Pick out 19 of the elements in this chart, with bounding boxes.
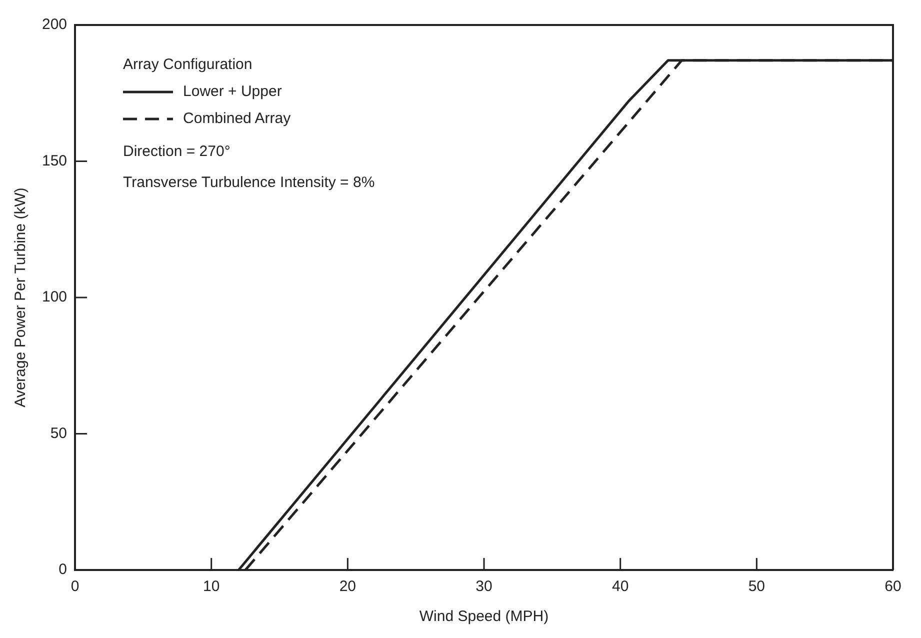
y-tick-label: 150 [42,152,68,170]
x-tick-label: 20 [339,578,356,596]
annotation: Direction = 270° [123,142,232,162]
y-tick-label: 0 [58,561,68,578]
annotation: Transverse Turbulence Intensity = 8% [123,173,375,193]
legend-title: Array Configuration [123,55,254,75]
y-tick-label: 50 [50,424,68,442]
x-tick-label: 0 [70,578,80,596]
legend-label: Lower + Upper [183,82,282,102]
x-tick-label: 40 [612,578,629,596]
x-tick-label: 10 [203,578,220,596]
legend-label: Combined Array [183,109,291,129]
x-tick-label: 60 [884,578,902,596]
y-tick-label: 200 [42,16,68,34]
y-tick-label: 100 [42,288,68,306]
x-tick-label: 50 [748,578,766,596]
y-axis-title: Average Power Per Turbine (kW) [12,188,30,408]
x-tick-label: 30 [476,578,492,596]
x-axis-title: Wind Speed (MPH) [419,608,549,626]
